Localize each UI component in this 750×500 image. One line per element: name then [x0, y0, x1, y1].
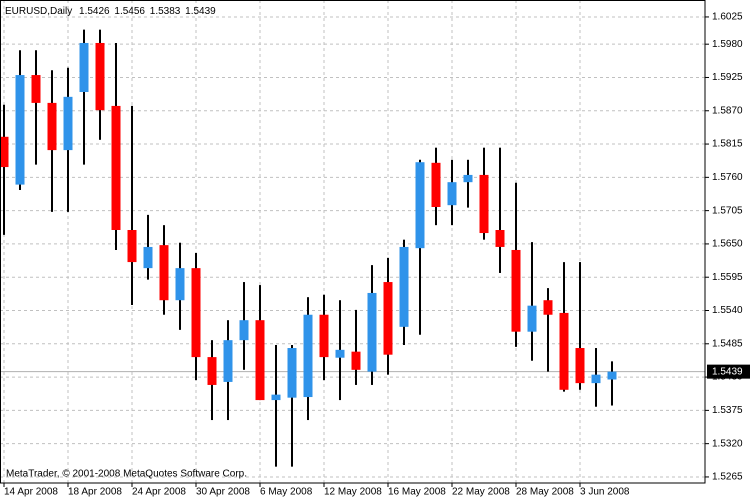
candle-body	[399, 246, 409, 327]
candle-body	[319, 314, 329, 358]
candle-body	[543, 300, 553, 315]
candle-body	[591, 374, 601, 384]
candle-body	[111, 105, 121, 230]
x-tick-label: 24 Apr 2008	[132, 487, 186, 498]
candle-body	[287, 348, 297, 398]
candle-body	[527, 305, 537, 332]
candle-body	[175, 268, 185, 301]
candle-body	[335, 349, 345, 358]
y-tick-label: 1.5595	[712, 272, 743, 283]
x-tick-label: 3 Jun 2008	[580, 487, 630, 498]
candle-body	[31, 75, 41, 103]
candle-body	[191, 268, 201, 358]
last-low: 1.5383	[150, 6, 181, 17]
candle-body	[431, 162, 441, 207]
candle-body	[559, 312, 569, 390]
last-close: 1.5439	[185, 6, 216, 17]
plot-frame	[0, 0, 706, 484]
candle-body	[0, 136, 9, 168]
copyright: MetaTrader, © 2001-2008 MetaQuotes Softw…	[6, 469, 247, 480]
candle-body	[303, 314, 313, 398]
last-high: 1.5456	[114, 6, 145, 17]
candle-body	[351, 351, 361, 370]
last-open: 1.5426	[79, 6, 110, 17]
y-tick-label: 1.5760	[712, 172, 743, 183]
candle-body	[495, 230, 505, 247]
candle-body	[511, 249, 521, 332]
y-tick-label: 1.5815	[712, 139, 743, 150]
y-tick-label: 1.5980	[712, 39, 743, 50]
candle-body	[383, 282, 393, 355]
candle-body	[415, 162, 425, 249]
price-label: 1.5439	[712, 366, 743, 377]
candle-body	[143, 246, 153, 269]
candle-body	[223, 340, 233, 382]
candle-body	[367, 292, 377, 372]
x-tick-label: 14 Apr 2008	[4, 487, 58, 498]
candle-body	[207, 357, 217, 385]
y-tick-label: 1.5265	[712, 472, 743, 483]
candle-body	[607, 371, 617, 380]
candle-body	[255, 320, 265, 401]
y-tick-label: 1.5870	[712, 105, 743, 116]
candle-body	[15, 75, 25, 185]
candle-body	[447, 182, 457, 206]
candle-body	[95, 42, 105, 111]
y-tick-label: 1.5925	[712, 72, 743, 83]
x-tick-label: 16 May 2008	[388, 487, 446, 498]
y-tick-label: 1.5375	[712, 405, 743, 416]
candle-body	[63, 96, 73, 151]
candle-body	[159, 245, 169, 301]
y-tick-label: 1.5650	[712, 239, 743, 250]
candle-body	[79, 42, 89, 92]
candle-body	[575, 348, 585, 384]
y-tick-label: 1.5705	[712, 205, 743, 216]
y-tick-label: 1.5540	[712, 305, 743, 316]
x-tick-label: 18 Apr 2008	[68, 487, 122, 498]
candle-body	[47, 102, 57, 151]
x-tick-label: 22 May 2008	[452, 487, 510, 498]
price-label-box	[707, 364, 750, 379]
x-tick-label: 12 May 2008	[324, 487, 382, 498]
symbol: EURUSD,Daily	[5, 6, 72, 17]
candle-body	[463, 174, 473, 183]
y-tick-label: 1.5320	[712, 438, 743, 449]
x-tick-label: 30 Apr 2008	[196, 487, 250, 498]
x-tick-label: 28 May 2008	[516, 487, 574, 498]
chart-header: EURUSD,Daily 1.5426 1.5456 1.5383 1.5439	[5, 6, 216, 17]
y-tick-label: 1.5485	[712, 338, 743, 349]
x-tick-label: 6 May 2008	[260, 487, 313, 498]
y-tick-label: 1.6025	[712, 12, 743, 23]
candle-body	[239, 320, 249, 341]
candle-body	[127, 230, 137, 263]
candle-body	[479, 174, 489, 234]
candle-body	[271, 394, 281, 401]
